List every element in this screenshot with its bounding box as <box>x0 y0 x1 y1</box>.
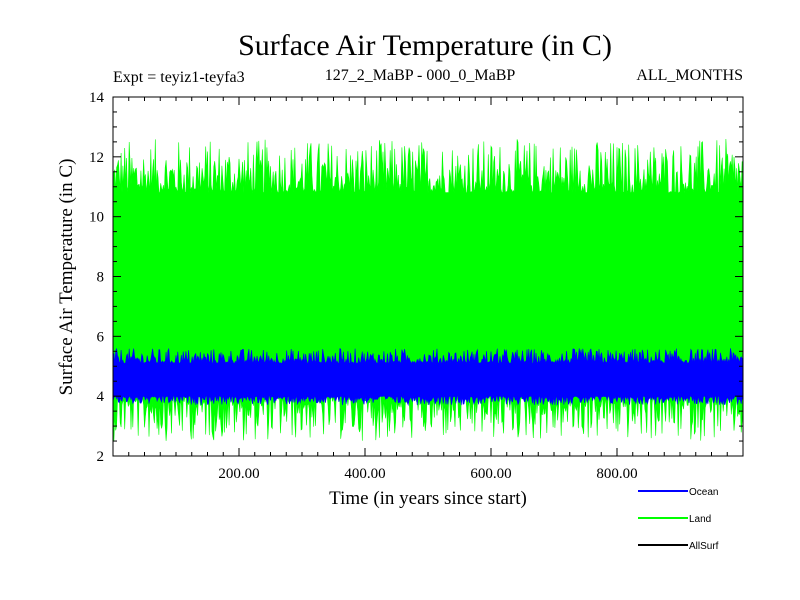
x-tick-label: 600.00 <box>470 466 511 482</box>
chart-subtitle-center: 127_2_MaBP - 000_0_MaBP <box>325 67 516 84</box>
y-tick-label: 12 <box>89 150 104 166</box>
y-tick-label: 6 <box>97 329 105 345</box>
plot-data <box>112 138 744 441</box>
x-tick-label: 800.00 <box>596 466 637 482</box>
y-tick-label: 4 <box>97 389 105 405</box>
chart-subtitle-right: ALL_MONTHS <box>636 67 743 84</box>
legend-label-ocean: Ocean <box>689 487 718 498</box>
legend: Ocean Land AllSurf <box>638 487 719 552</box>
y-tick-label: 14 <box>89 90 105 106</box>
legend-label-land: Land <box>689 514 711 525</box>
x-axis-label: Time (in years since start) <box>329 488 527 509</box>
axes: 200.00 400.00 600.00 800.00 2 4 6 8 10 12 14 <box>89 90 744 482</box>
y-axis-label: Surface Air Temperature (in C) <box>56 159 77 396</box>
y-tick-label: 10 <box>89 210 104 226</box>
legend-label-allsurf: AllSurf <box>689 541 719 552</box>
chart-subtitle-left: Expt = teyiz1-teyfa3 <box>113 69 245 86</box>
chart-title: Surface Air Temperature (in C) <box>238 29 612 62</box>
x-tick-label: 200.00 <box>218 466 259 482</box>
x-tick-label: 400.00 <box>344 466 385 482</box>
y-tick-label: 2 <box>97 449 105 465</box>
y-tick-label: 8 <box>97 270 105 286</box>
